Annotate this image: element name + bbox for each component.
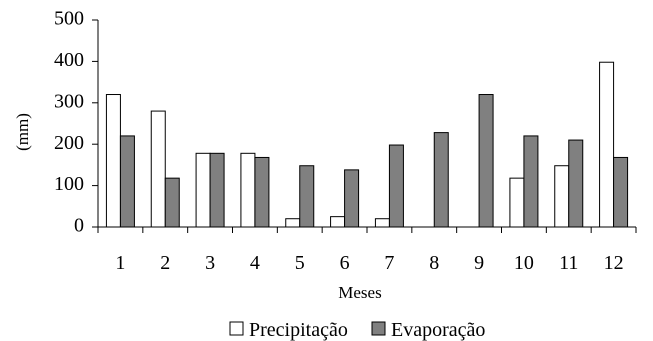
bar-precipitacao xyxy=(374,218,390,228)
bar-evaporacao xyxy=(119,135,135,228)
bar-precipitacao xyxy=(554,165,570,228)
bar-evaporacao xyxy=(209,152,225,228)
bar-precipitacao xyxy=(509,177,525,228)
x-tick-label: 3 xyxy=(205,252,215,274)
x-tick-label: 5 xyxy=(295,252,305,274)
legend-label-evaporacao: Evaporação xyxy=(391,319,485,341)
legend-item-evaporacao: Evaporação xyxy=(371,319,485,341)
y-tick-label: 100 xyxy=(54,173,84,195)
bar-precipitacao xyxy=(195,152,211,228)
bar-evaporacao xyxy=(613,156,629,228)
bar-precipitacao xyxy=(599,61,615,228)
legend-swatch-precipitacao xyxy=(229,321,244,336)
x-tick-label: 2 xyxy=(160,252,170,274)
y-tick-label: 300 xyxy=(54,90,84,112)
bar-evaporacao xyxy=(344,169,360,228)
bar-evaporacao xyxy=(254,156,270,228)
y-ticks: 0 100 200 300 400 500 xyxy=(54,8,98,237)
y-tick-label: 200 xyxy=(54,132,84,154)
x-axis-title: Meses xyxy=(338,283,381,302)
y-tick-label: 500 xyxy=(54,8,84,30)
bar-precipitacao xyxy=(150,110,166,228)
x-tick-label: 7 xyxy=(384,252,394,274)
bar-evaporacao xyxy=(388,144,404,228)
bar-precipitacao xyxy=(330,216,346,228)
bar-precipitacao xyxy=(240,152,256,228)
x-tick-label: 6 xyxy=(340,252,350,274)
x-tick-label: 1 xyxy=(115,252,125,274)
bar-evaporacao xyxy=(299,165,315,228)
bar-evaporacao xyxy=(568,139,584,228)
bars-layer xyxy=(105,61,629,228)
bar-precipitacao xyxy=(285,218,301,228)
bar-evaporacao xyxy=(478,94,494,228)
x-tick-label: 11 xyxy=(559,252,578,274)
bar-evaporacao xyxy=(164,177,180,228)
x-tick-label: 8 xyxy=(429,252,439,274)
y-tick-label: 400 xyxy=(54,49,84,71)
bar-precipitacao xyxy=(105,94,121,228)
x-ticks: 1 2 3 4 5 6 7 8 9 10 11 12 xyxy=(97,227,637,274)
bar-evaporacao xyxy=(523,135,539,228)
x-tick-label: 10 xyxy=(514,252,534,274)
legend: Precipitação Evaporação xyxy=(229,319,485,341)
x-tick-label: 9 xyxy=(474,252,484,274)
y-axis-title: (mm) xyxy=(13,113,32,151)
legend-item-precipitacao: Precipitação xyxy=(229,319,348,341)
legend-label-precipitacao: Precipitação xyxy=(249,319,348,341)
legend-swatch-evaporacao xyxy=(371,321,386,336)
y-tick-label: 0 xyxy=(74,215,84,237)
x-tick-label: 12 xyxy=(604,252,624,274)
bar-evaporacao xyxy=(433,132,449,228)
x-tick-label: 4 xyxy=(250,252,260,274)
